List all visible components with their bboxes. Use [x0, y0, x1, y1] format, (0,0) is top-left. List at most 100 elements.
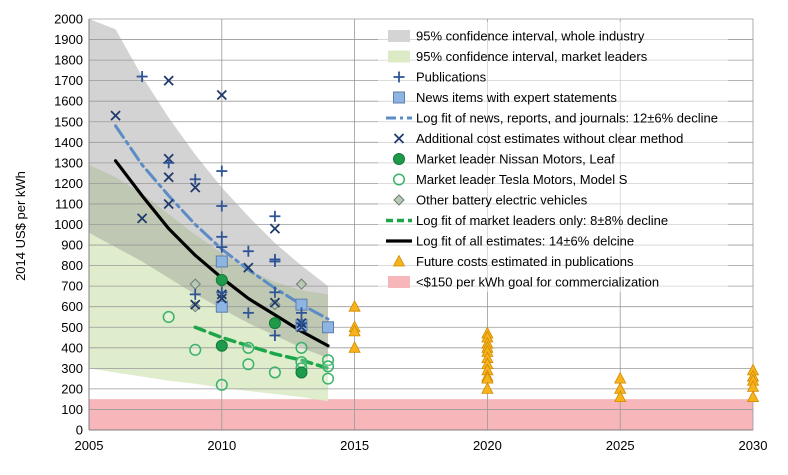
other-bev-point — [189, 300, 201, 313]
nissan-point — [268, 317, 281, 330]
y-tick-label: 2000 — [54, 12, 83, 27]
additional-estimate-point-b — [269, 297, 281, 308]
additional-estimate-point-b — [269, 223, 281, 234]
legend-swatch — [393, 91, 405, 104]
publication-point — [216, 165, 228, 177]
x-tick-label: 2015 — [340, 438, 369, 453]
y-tick-label: 900 — [61, 238, 83, 253]
legend-item: 95% confidence interval, market leaders — [388, 49, 648, 64]
additional-estimate-point — [216, 89, 227, 101]
additional-estimate-point-b — [243, 262, 254, 273]
tesla-point — [321, 354, 335, 367]
publication-point — [242, 245, 254, 257]
publication-point — [242, 307, 254, 319]
log-fit-leaders-line — [193, 325, 330, 371]
legend-swatch — [392, 173, 406, 186]
y-tick-label: 0 — [76, 423, 83, 438]
legend-swatch — [393, 133, 405, 144]
legend-item: 95% confidence interval, whole industry — [388, 29, 645, 44]
tesla-point — [295, 341, 308, 354]
additional-estimate-point — [269, 223, 281, 234]
y-tick-label: 200 — [61, 381, 83, 396]
additional-estimate-point-b — [110, 110, 121, 121]
publication-point — [136, 71, 148, 83]
additional-estimate-point-b — [163, 75, 174, 86]
y-tick-label: 1400 — [54, 135, 83, 150]
tesla-series — [162, 310, 335, 391]
legend-item: Log fit of market leaders only: 8±8% dec… — [386, 213, 668, 228]
y-tick-labels: 0 100 200 300 400 500 600 700 800 900 1000 1100 1200… — [54, 12, 83, 438]
tesla-point — [189, 343, 202, 356]
y-tick-label: 1100 — [55, 196, 83, 211]
y-tick-label: 800 — [61, 258, 83, 273]
y-tick-label: 1900 — [54, 32, 83, 47]
legend-swatch — [393, 71, 405, 83]
publication-point — [216, 200, 228, 212]
publication-point — [269, 286, 281, 298]
y-tick-label: 500 — [61, 320, 83, 335]
legend-item: <$150 per kWh goal for commercialization — [388, 275, 659, 290]
legend-swatch — [393, 153, 405, 165]
legend-background — [378, 22, 728, 292]
publication-point — [269, 255, 281, 267]
publication-point — [216, 231, 228, 243]
additional-estimate-point-b — [136, 213, 148, 224]
y-tick-label: 1600 — [54, 94, 83, 109]
additional-estimate-point-b — [163, 198, 174, 210]
legend-label: 95% confidence interval, market leaders — [416, 49, 648, 64]
legend-item: Future costs estimated in publications — [392, 254, 634, 269]
legend-label: Additional cost estimates without clear … — [416, 131, 683, 146]
legend-item: Market leader Tesla Motors, Model S — [392, 172, 628, 187]
legend-swatch — [388, 30, 410, 42]
additional-estimate-point — [190, 182, 201, 193]
x-tick-label: 2005 — [75, 438, 104, 453]
x-tick-labels: 2005 2010 2015 2020 2025 2030 — [75, 438, 768, 453]
legend-swatch — [388, 50, 410, 63]
x-tick-label: 2025 — [606, 438, 635, 453]
y-axis-label: 2014 US$ per kWh — [13, 171, 28, 281]
additional-estimate-point — [136, 213, 148, 224]
additional-estimate-point-b — [163, 172, 174, 183]
additional-estimate-point-b — [190, 299, 201, 310]
future-cost-point — [348, 324, 361, 337]
band-whole-industry — [89, 19, 329, 359]
y-tick-label: 600 — [61, 299, 83, 314]
y-tick-label: 1200 — [54, 176, 83, 191]
legend-label: Market leader Tesla Motors, Model S — [416, 172, 628, 187]
publication-point — [269, 329, 281, 341]
future-cost-point — [746, 390, 760, 403]
legend-item: Log fit of news, reports, and journals: … — [386, 111, 718, 126]
publication-point — [295, 317, 307, 329]
publication-series — [136, 71, 307, 341]
additional-estimate-point — [216, 293, 227, 304]
legend-swatch — [393, 194, 405, 206]
legend-label: Publications — [416, 70, 487, 85]
legend-label: Log fit of market leaders only: 8±8% dec… — [416, 213, 668, 228]
legend-label: Future costs estimated in publications — [416, 254, 634, 269]
y-tick-label: 1000 — [54, 217, 83, 232]
news-item-point — [322, 321, 335, 334]
additional-estimate-point — [163, 75, 174, 86]
legend-item: Log fit of all estimates: 14±6% delcine — [386, 234, 634, 249]
additional-estimate-point — [163, 198, 174, 210]
future-cost-point — [481, 382, 494, 394]
y-tick-label: 1800 — [54, 53, 83, 68]
legend: 95% confidence interval, whole industry 9… — [378, 22, 728, 292]
legend-label: Market leader Nissan Motors, Leaf — [416, 152, 615, 167]
legend-item: Other battery electric vehicles — [393, 193, 588, 208]
x-tick-label: 2010 — [207, 438, 236, 453]
additional-estimate-point-b — [216, 89, 227, 101]
axes — [88, 19, 753, 431]
y-tick-label: 100 — [61, 402, 83, 417]
legend-item: Additional cost estimates without clear … — [393, 131, 683, 146]
data-points — [110, 71, 760, 403]
other-bev-point — [295, 278, 308, 290]
legend-item: Market leader Nissan Motors, Leaf — [393, 152, 615, 167]
nissan-series — [215, 273, 308, 379]
legend-label: Log fit of all estimates: 14±6% delcine — [416, 234, 634, 249]
additional-estimate-point — [190, 299, 201, 310]
tesla-point — [242, 358, 255, 371]
tesla-point — [215, 378, 228, 391]
x-tick-label: 2020 — [473, 438, 502, 453]
